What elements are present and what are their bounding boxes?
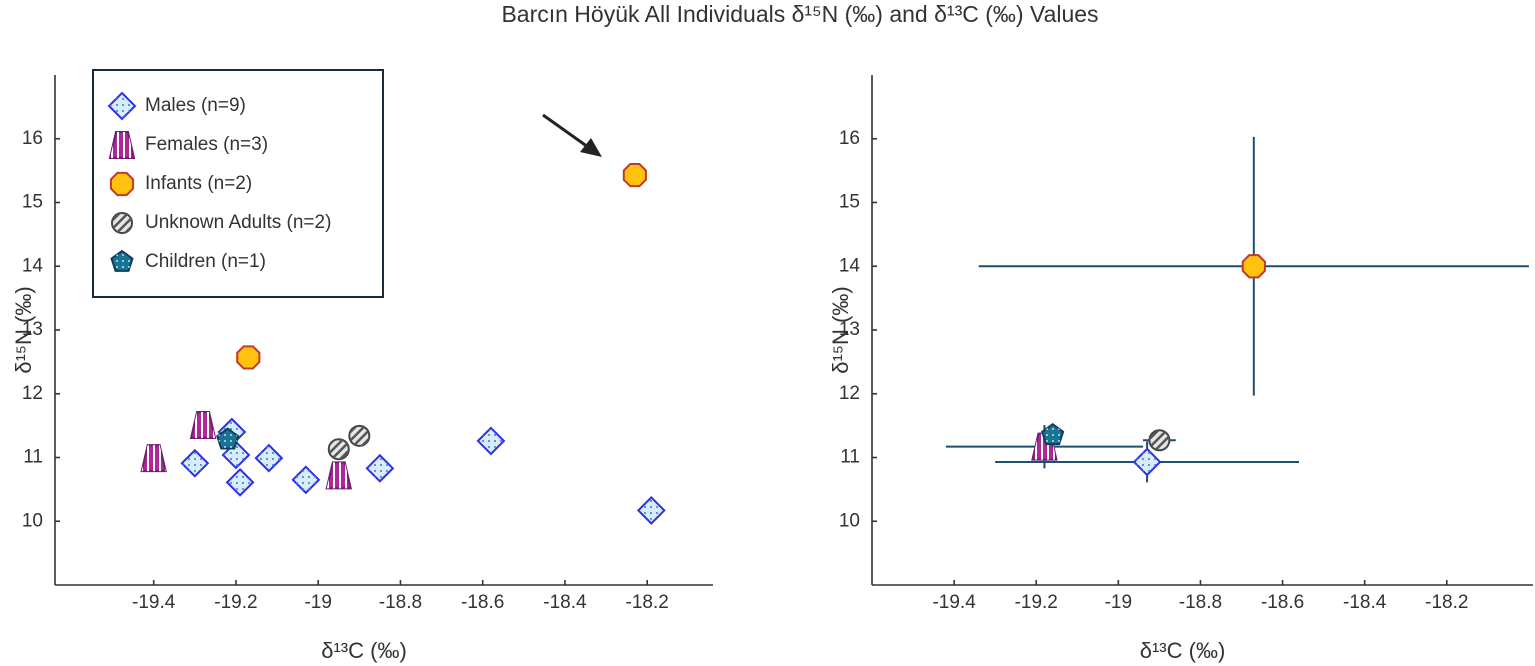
figure-title: Barcın Höyük All Individuals δ¹⁵N (‰) an…	[501, 1, 1098, 27]
point-pattern	[141, 445, 166, 472]
point	[476, 426, 506, 456]
point-pattern	[1042, 424, 1064, 445]
point-pattern	[326, 462, 351, 489]
point	[325, 461, 353, 490]
x-tick-label: -19.2	[1015, 592, 1058, 613]
x-tick-label: -19	[304, 592, 331, 613]
y-tick-label: 14	[22, 255, 44, 276]
point	[1132, 447, 1162, 477]
y-axis-label: δ¹⁵N (‰)	[11, 286, 36, 373]
point	[365, 453, 395, 483]
point	[254, 443, 284, 473]
legend-symbol	[109, 171, 135, 197]
legend-label: Infants (n=2)	[145, 173, 252, 194]
legend-symbol	[108, 131, 136, 159]
legend-symbol	[111, 212, 133, 234]
point	[236, 345, 261, 370]
x-tick-label: -19	[1105, 592, 1132, 613]
x-axis-label: δ¹³C (‰)	[1140, 638, 1226, 663]
point-pattern	[292, 466, 319, 493]
x-tick-label: -18.4	[1343, 592, 1387, 613]
point	[1148, 429, 1171, 452]
point-pattern	[227, 469, 254, 496]
x-tick-label: -18.8	[1179, 592, 1222, 613]
x-tick-label: -18.8	[379, 592, 422, 613]
annotation-arrow	[542, 113, 602, 157]
legend-symbol	[110, 249, 134, 272]
y-tick-label: 15	[839, 192, 860, 213]
point-pattern	[477, 427, 504, 454]
point	[1041, 422, 1065, 446]
y-tick-label: 13	[839, 319, 860, 340]
x-tick-label: -18.2	[1425, 592, 1468, 613]
point-pattern	[237, 346, 260, 369]
x-tick-label: -18.6	[1261, 592, 1304, 613]
point	[140, 444, 167, 473]
x-tick-label: -18.4	[543, 592, 587, 613]
point-pattern	[255, 445, 282, 472]
legend-label: Unknown Adults (n=2)	[145, 212, 331, 233]
legend-label: Males (n=9)	[145, 95, 246, 116]
x-tick-label: -19.4	[132, 592, 176, 613]
point	[180, 448, 210, 478]
legend-symbol-pattern	[110, 172, 134, 196]
point	[622, 163, 647, 188]
point	[225, 467, 255, 497]
point-pattern	[638, 497, 665, 524]
point-pattern	[1134, 448, 1161, 475]
legend-symbol-pattern	[109, 93, 135, 119]
legend-box	[92, 69, 384, 298]
point	[1241, 254, 1266, 279]
x-tick-label: -19.2	[214, 592, 257, 613]
point-pattern	[1242, 255, 1265, 278]
x-tick-label: -19.4	[932, 592, 976, 613]
point	[348, 424, 371, 447]
y-tick-label: 10	[839, 510, 860, 531]
x-axis-label: δ¹³C (‰)	[321, 638, 407, 663]
point-pattern	[181, 450, 208, 477]
point-pattern	[217, 428, 239, 449]
y-tick-label: 16	[839, 128, 860, 149]
point-pattern	[349, 425, 370, 446]
point-pattern	[328, 439, 349, 460]
point-pattern	[366, 455, 393, 482]
y-tick-label: 11	[840, 447, 860, 468]
point-pattern	[1149, 430, 1170, 451]
x-tick-label: -18.6	[461, 592, 504, 613]
y-tick-label: 13	[22, 319, 43, 340]
y-tick-label: 15	[22, 192, 43, 213]
point-pattern	[191, 411, 216, 438]
point	[291, 465, 321, 495]
legend-symbol	[107, 91, 137, 121]
point	[636, 495, 666, 525]
y-tick-label: 11	[23, 447, 43, 468]
y-tick-label: 16	[22, 128, 43, 149]
y-tick-label: 12	[22, 383, 43, 404]
x-tick-label: -18.2	[626, 592, 669, 613]
y-axis-label: δ¹⁵N (‰)	[828, 286, 853, 373]
legend-label: Children (n=1)	[145, 251, 266, 272]
point	[216, 427, 240, 450]
legend-label: Females (n=3)	[145, 134, 268, 155]
legend-symbol-pattern	[110, 132, 134, 158]
legend-symbol-pattern	[112, 213, 132, 233]
y-tick-label: 12	[839, 383, 860, 404]
point-pattern	[623, 164, 646, 187]
point	[327, 438, 350, 461]
point	[189, 410, 217, 439]
y-tick-label: 14	[839, 255, 861, 276]
legend-symbol-pattern	[111, 251, 133, 271]
y-tick-label: 10	[22, 510, 43, 531]
